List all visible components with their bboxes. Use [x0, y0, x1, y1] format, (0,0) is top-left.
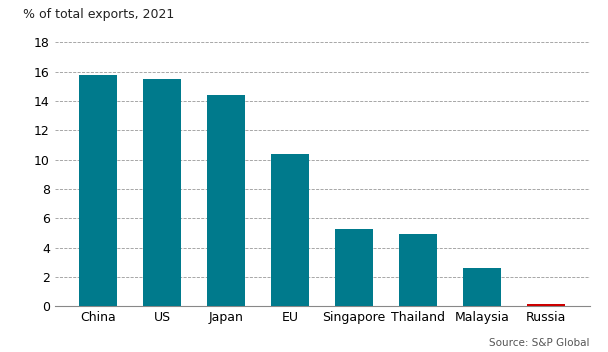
Bar [207, 95, 246, 306]
Text: % of total exports, 2021: % of total exports, 2021 [22, 8, 174, 21]
Bar [399, 234, 437, 306]
Bar [271, 154, 309, 306]
Bar [79, 75, 117, 306]
Bar [143, 79, 181, 306]
Text: Source: S&P Global: Source: S&P Global [489, 339, 590, 348]
Bar [463, 268, 502, 306]
Bar [335, 228, 373, 306]
Bar [527, 304, 565, 306]
